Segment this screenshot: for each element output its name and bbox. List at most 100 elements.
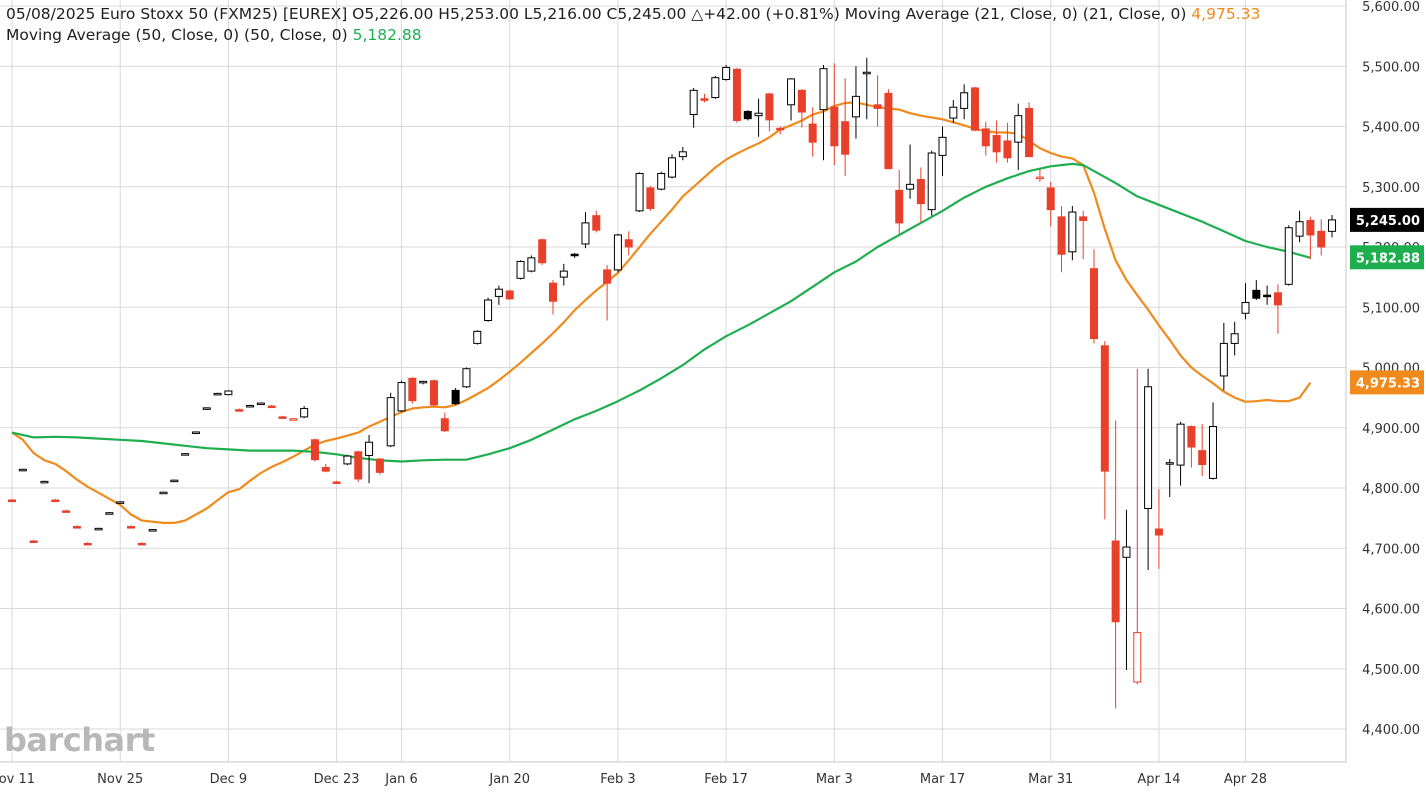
candle-body xyxy=(451,389,460,405)
x-tick-label: Mar 3 xyxy=(816,772,853,787)
header-quote-text: 05/08/2025 Euro Stoxx 50 (FXM25) [EUREX]… xyxy=(6,5,1192,23)
candle-body xyxy=(754,112,763,117)
candle xyxy=(668,154,677,179)
candle xyxy=(743,110,752,121)
candle xyxy=(819,65,828,161)
ma50-value: 5,182.88 xyxy=(352,26,422,44)
candle xyxy=(181,453,190,456)
candle xyxy=(787,78,796,121)
candle xyxy=(451,387,460,405)
candle-body xyxy=(797,89,806,113)
candle xyxy=(148,528,157,532)
candle xyxy=(137,542,146,546)
candle xyxy=(1198,424,1207,476)
candle-body xyxy=(1198,450,1207,466)
candle-body xyxy=(992,135,1001,153)
candle xyxy=(505,289,514,301)
candle-body xyxy=(159,491,168,495)
candle xyxy=(51,498,60,503)
candle xyxy=(365,434,374,484)
candle xyxy=(94,527,103,531)
candle-body xyxy=(884,92,893,170)
candle xyxy=(289,418,298,421)
candle xyxy=(927,150,936,216)
candle xyxy=(938,126,947,176)
candle xyxy=(570,253,579,258)
candle-body xyxy=(841,121,850,155)
candle xyxy=(202,407,211,410)
candle-body xyxy=(1263,294,1272,298)
candle xyxy=(1133,368,1142,685)
candle xyxy=(462,367,471,388)
candle-body xyxy=(62,510,71,513)
x-axis-labels: Nov 11 Nov 25 Dec 9 Dec 23 Jan 6 Jan 20 Feb 3 F… xyxy=(0,772,1267,787)
candle-body xyxy=(1057,216,1066,255)
candle-body xyxy=(970,87,979,131)
candle-body xyxy=(332,481,341,484)
candle xyxy=(960,84,969,120)
candle-body xyxy=(538,239,547,264)
candle-body xyxy=(278,416,287,419)
candle xyxy=(1328,215,1337,238)
candle-body xyxy=(1133,632,1142,683)
candle xyxy=(29,539,38,544)
candle xyxy=(1273,284,1282,334)
header-line-2: Moving Average (50, Close, 0) (50, Close… xyxy=(6,25,422,45)
candle xyxy=(624,231,633,256)
candle xyxy=(235,408,244,412)
candle-body xyxy=(776,127,785,131)
candle xyxy=(516,260,525,280)
candle xyxy=(538,238,547,266)
candle xyxy=(841,78,850,176)
candle-body xyxy=(1046,187,1055,211)
candle xyxy=(916,167,925,223)
candle-body xyxy=(1122,546,1131,558)
candle-body xyxy=(365,441,374,456)
candle xyxy=(213,392,222,396)
candle-body xyxy=(862,71,871,75)
candle xyxy=(429,379,438,407)
candle xyxy=(776,126,785,135)
candle xyxy=(1025,102,1034,158)
y-tick-label: 4,600.00 xyxy=(1362,603,1420,618)
x-tick-label: Apr 14 xyxy=(1137,772,1180,787)
x-tick-label: Dec 9 xyxy=(210,772,248,787)
candle-body xyxy=(624,239,633,248)
candle-body xyxy=(256,402,265,406)
candle-body xyxy=(570,253,579,257)
candle-body xyxy=(1306,219,1315,236)
candle-body xyxy=(1144,386,1153,509)
candle-body xyxy=(1295,221,1304,237)
candle xyxy=(62,509,71,513)
candle-body xyxy=(916,179,925,205)
candle xyxy=(581,212,590,249)
candle xyxy=(1306,216,1315,260)
candle-body xyxy=(213,392,222,396)
candle-body xyxy=(127,526,136,529)
candle-body xyxy=(170,479,179,483)
y-tick-label: 4,500.00 xyxy=(1362,663,1420,678)
candle-body xyxy=(1079,216,1088,221)
candle-body xyxy=(732,68,741,121)
candle-body xyxy=(462,368,471,388)
candle xyxy=(224,390,233,396)
candle-body xyxy=(830,106,839,147)
candle xyxy=(278,415,287,419)
candle xyxy=(494,285,503,305)
candle-body xyxy=(657,172,666,190)
candle xyxy=(711,75,720,99)
candle-body xyxy=(938,136,947,156)
candle xyxy=(246,404,255,408)
y-tick-label: 5,100.00 xyxy=(1362,301,1420,316)
candle-body xyxy=(581,222,590,245)
x-tick-label: Jan 6 xyxy=(384,772,417,787)
y-tick-label: 4,700.00 xyxy=(1362,542,1420,557)
candle-body xyxy=(873,104,882,109)
candle-body xyxy=(321,467,330,472)
candle-body xyxy=(1219,342,1228,377)
candle-body xyxy=(1328,219,1337,232)
candle xyxy=(1068,206,1077,261)
price-tag-label: 5,182.88 xyxy=(1356,251,1420,266)
